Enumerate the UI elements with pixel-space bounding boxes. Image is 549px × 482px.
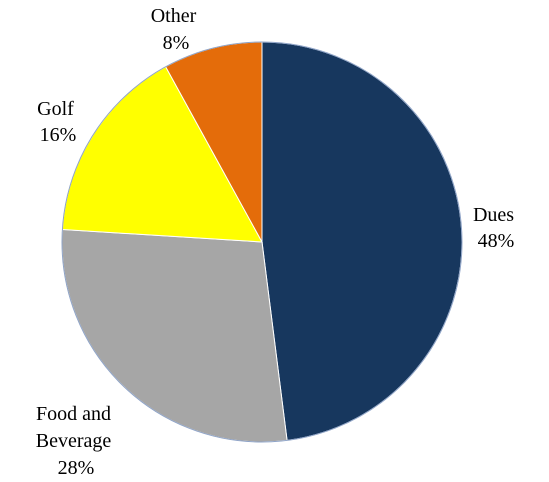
label-golf: Golf 16%	[37, 98, 79, 146]
label-dues-value: 48%	[478, 230, 515, 252]
pie-labels: Dues 48% Food and Beverage 28% Golf 16% …	[36, 5, 519, 479]
label-other-name: Other	[151, 5, 197, 27]
pie-slice-dues	[261, 41, 463, 441]
label-other-value: 8%	[163, 32, 190, 54]
label-food-name-line-2: Beverage	[36, 430, 112, 452]
label-food-name-line-1: Food and	[36, 403, 111, 425]
label-golf-name: Golf	[37, 98, 74, 120]
pie-slices	[61, 41, 463, 443]
label-food-and-beverage: Food and Beverage 28%	[36, 403, 117, 479]
label-dues-name: Dues	[473, 204, 514, 226]
label-dues: Dues 48%	[473, 204, 519, 252]
label-food-value: 28%	[58, 457, 95, 479]
label-golf-value: 16%	[40, 124, 77, 146]
pie-outline	[61, 41, 463, 443]
label-other: Other 8%	[151, 5, 202, 54]
